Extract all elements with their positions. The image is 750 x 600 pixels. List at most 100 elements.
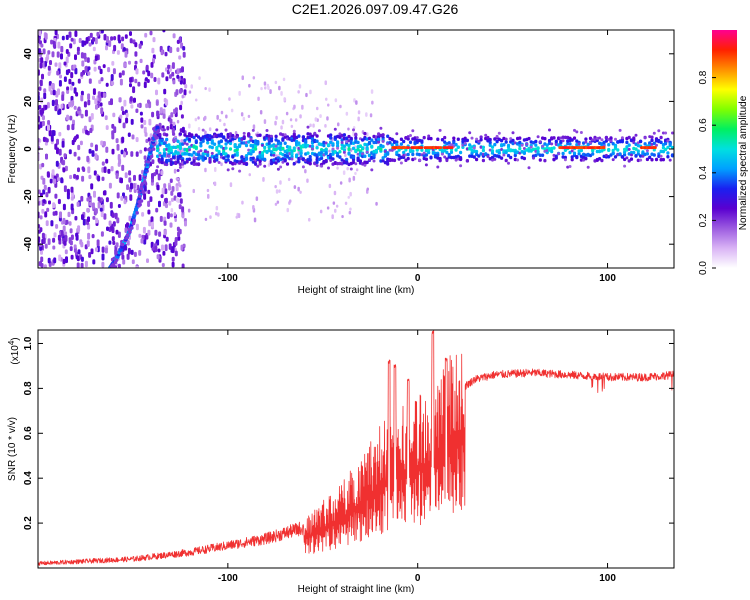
- spectrogram-cell: [179, 198, 183, 204]
- spectrogram-cell: [150, 62, 154, 68]
- spectrogram-cell: [244, 154, 249, 158]
- spectrogram-cell: [379, 147, 383, 152]
- spectrogram-cell: [87, 166, 91, 174]
- spectrogram-cell: [572, 151, 577, 155]
- spectrogram-cell: [654, 157, 659, 162]
- spectrogram-cell: [168, 185, 172, 191]
- spectrogram-cell: [275, 189, 279, 194]
- spectrogram-cell: [56, 138, 59, 145]
- spectrogram-cell: [263, 119, 267, 124]
- spectrogram-cell: [648, 141, 652, 145]
- x-tick-label: -100: [218, 573, 238, 584]
- spectrogram-cell: [69, 43, 73, 49]
- spectrogram-cell: [108, 182, 112, 189]
- spectrogram-cell: [278, 85, 281, 91]
- spectrogram-cell: [235, 151, 239, 155]
- spectrogram-cell: [99, 68, 103, 75]
- spectrogram-cell: [88, 42, 92, 47]
- spectrogram-cell: [285, 111, 289, 116]
- spectrogram-cell: [96, 239, 100, 247]
- spectrogram-cell: [411, 149, 415, 153]
- spectrogram-cell: [322, 143, 326, 148]
- spectrogram-cell: [522, 156, 526, 161]
- spectrogram-cell: [263, 81, 267, 86]
- spectrogram-cell: [190, 153, 194, 157]
- spectrogram-cell: [361, 146, 365, 150]
- spectrogram-cell: [148, 118, 152, 126]
- spectrogram-cell: [420, 139, 424, 143]
- spectrogram-cell: [94, 144, 98, 152]
- spectrogram-cell: [251, 156, 255, 160]
- spectrogram-cell: [132, 86, 136, 94]
- spectrogram-cell: [260, 154, 264, 158]
- spectrogram-cell: [488, 143, 492, 147]
- spectrogram-cell: [629, 150, 634, 155]
- y-tick-label: 0: [23, 146, 34, 152]
- spectrogram-cell: [123, 199, 127, 205]
- spectrogram-cell: [370, 144, 374, 149]
- spectrogram-cell: [641, 154, 645, 158]
- spectrogram-cell: [62, 225, 66, 232]
- spectrogram-cell: [86, 197, 90, 202]
- spectrogram-cell: [351, 155, 356, 159]
- spectrogram-cell: [65, 34, 69, 40]
- spectrogram-cell: [104, 247, 108, 254]
- spectrogram-cell: [452, 141, 456, 145]
- spectrogram-cell: [51, 83, 54, 89]
- spectrogram-cell: [336, 140, 340, 144]
- spectrogram-cell: [125, 117, 129, 124]
- spectrogram-cell: [144, 132, 148, 137]
- spectrogram-cell: [377, 140, 381, 144]
- spectrogram-cell: [199, 144, 203, 148]
- spectrogram-cell: [206, 153, 210, 158]
- spectrogram-cell: [351, 146, 356, 151]
- spectrogram-cell: [600, 138, 604, 142]
- spectrogram-cell: [625, 145, 629, 149]
- spectrogram-cell: [552, 146, 556, 150]
- spectrogram-cell: [174, 250, 178, 257]
- spectrogram-cell: [182, 51, 186, 58]
- spectrogram-cell: [81, 214, 84, 220]
- spectrogram-cell: [171, 256, 175, 262]
- spectrogram-cell: [92, 88, 96, 95]
- spectrogram-cell: [274, 80, 278, 85]
- spectrogram-cell: [161, 244, 164, 251]
- spectrogram-cell: [113, 36, 117, 41]
- spectrogram-cell: [306, 151, 310, 155]
- spectrogram-cell: [151, 47, 155, 54]
- spectrogram-cell: [97, 91, 101, 99]
- spectrogram-cell: [92, 215, 96, 220]
- spectrogram-cell: [57, 110, 61, 116]
- spectrogram-cell: [566, 165, 570, 169]
- spectrogram-cell: [254, 147, 258, 151]
- spectrogram-cell: [45, 138, 49, 143]
- spectrogram-cell: [388, 141, 392, 145]
- spectrogram-cell: [591, 152, 595, 156]
- spectrogram-cell: [308, 161, 312, 166]
- spectrogram-cell: [52, 211, 56, 216]
- spectrogram-cell: [63, 153, 67, 158]
- spectrogram-cell: [477, 139, 481, 143]
- spectrogram-cell: [176, 139, 180, 144]
- spectrogram-cell: [251, 128, 255, 132]
- spectrogram-cell: [490, 145, 495, 149]
- spectrogram-cell: [63, 76, 67, 83]
- spectrogram-cell: [146, 258, 149, 264]
- spectrogram-cell: [449, 150, 454, 154]
- snr-frame: [37, 329, 675, 569]
- spectrogram-cell: [57, 234, 61, 241]
- spectrogram-cell: [60, 177, 64, 184]
- spectrogram-cell: [491, 158, 494, 162]
- spectrogram-cell: [283, 133, 287, 137]
- spectrogram-cell: [116, 192, 120, 199]
- spectrogram-cell: [87, 71, 91, 76]
- spectrogram-cell: [345, 160, 349, 164]
- spectrogram-cell: [287, 177, 291, 182]
- spectrogram-cell: [80, 113, 84, 119]
- spectrogram-cell: [42, 237, 46, 244]
- spectrogram-cell: [500, 156, 504, 160]
- spectrogram-cell: [348, 177, 351, 183]
- spectrogram-cell: [357, 116, 360, 122]
- spectrogram-cell: [129, 38, 133, 44]
- spectrogram-cell: [178, 165, 182, 169]
